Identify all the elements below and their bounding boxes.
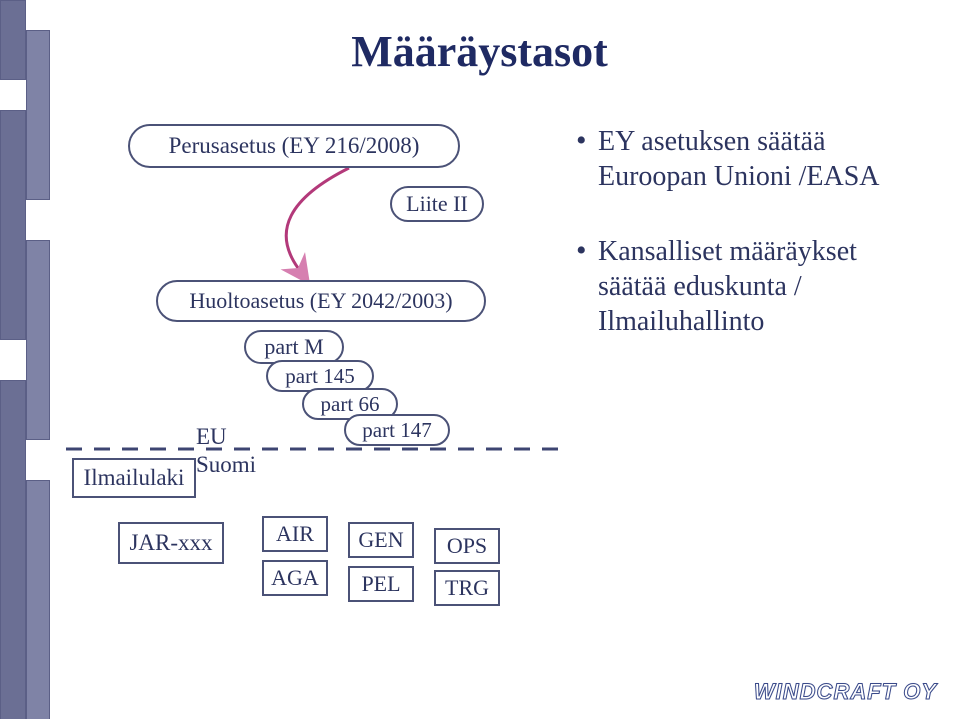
side-decoration xyxy=(0,0,60,719)
footer-logo: WINDCRAFT OY xyxy=(754,679,937,705)
node-pel: PEL xyxy=(348,566,414,602)
bullet-item: EY asetuksen säätää Euroopan Unioni /EAS… xyxy=(572,124,928,194)
node-perusasetus: Perusasetus (EY 216/2008) xyxy=(128,124,460,168)
bullet-item: Kansalliset määräykset säätää eduskunta … xyxy=(572,234,928,339)
page-title: Määräystasot xyxy=(0,26,959,77)
bullet-list: EY asetuksen säätää Euroopan Unioni /EAS… xyxy=(572,124,928,379)
node-ops: OPS xyxy=(434,528,500,564)
node-part-147: part 147 xyxy=(344,414,450,446)
node-liite2: Liite II xyxy=(390,186,484,222)
arrow-perusasetus-to-huoltoasetus xyxy=(286,168,349,268)
node-air: AIR xyxy=(262,516,328,552)
content-area: Perusasetus (EY 216/2008) Liite II Huolt… xyxy=(66,108,938,664)
node-ilmailulaki: Ilmailulaki xyxy=(72,458,196,498)
node-part-m: part M xyxy=(244,330,344,364)
slide: Määräystasot Perusasetus (EY 216/2008) L… xyxy=(0,0,959,719)
label-eu: EU xyxy=(196,424,227,450)
node-trg: TRG xyxy=(434,570,500,606)
node-gen: GEN xyxy=(348,522,414,558)
node-aga: AGA xyxy=(262,560,328,596)
node-jar-xxx: JAR-xxx xyxy=(118,522,224,564)
diagram-area: Perusasetus (EY 216/2008) Liite II Huolt… xyxy=(66,108,564,664)
node-huoltoasetus: Huoltoasetus (EY 2042/2003) xyxy=(156,280,486,322)
label-suomi: Suomi xyxy=(196,452,256,478)
